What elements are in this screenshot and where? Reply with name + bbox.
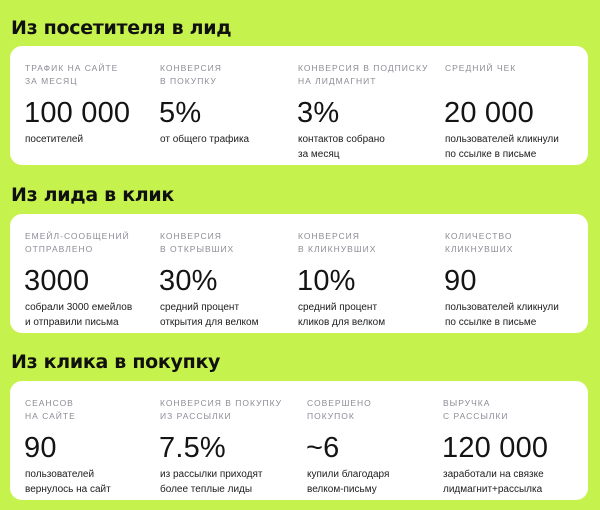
metric-description: средний процент открытия для велком [160,302,259,328]
section-title-visitor-to-lead: Из посетителя в лид [11,17,232,39]
metric-value: 20 000 [444,97,534,129]
section-title-lead-to-click: Из лида в клик [11,184,175,206]
metric-description: пользователей кликнули по ссылке в письме [445,134,559,160]
metric-description: пользователей вернулось на сайт [25,469,111,495]
metric-label: Конверсия в открывших [160,231,235,254]
metric-description: купили благодаря велком-письму [307,469,390,495]
metrics-card-visitor-to-lead: Трафик на сайте за месяц 100 000 посетите… [10,46,588,165]
metric-label: Сеансов на сайте [25,398,76,421]
metric-label: Конверсия в кликнувших [298,231,377,254]
metric-value: 3% [297,97,340,129]
metric-label: Трафик на сайте за месяц [25,63,119,86]
metric-description: собрали 3000 емейлов и отправили письма [25,302,133,328]
metric-value: 10% [297,265,356,297]
metric-label: Совершено покупок [307,398,372,421]
metric-label: Средний чек [445,63,517,73]
metric-label: Количество кликнувших [445,231,514,254]
metric-description: средний процент кликов для велком [298,302,386,328]
metric-value: 120 000 [442,432,549,464]
metric-value: 7.5% [159,432,226,464]
metric-description: контактов собрано за месяц [298,134,385,160]
metrics-card-click-to-purchase: Сеансов на сайте 90 пользователей вернулос… [10,381,588,500]
metric-value: 5% [159,97,202,129]
metric-description: от общего трафика [160,134,250,145]
metric-label: Выручка с рассылки [443,398,509,421]
metric-value: 30% [159,265,218,297]
metric-label: Конверсия в подписку на лидмагнит [298,63,429,86]
metric-label: Конверсия в покупку [160,63,222,86]
section-title-click-to-purchase: Из клика в покупку [11,351,221,373]
metric-description: заработали на связке лидмагнит+рассылка [443,469,544,495]
metric-value: 90 [24,432,57,464]
metric-value: 100 000 [24,97,131,129]
metrics-card-lead-to-click: Емейл-сообщений отправлено 3000 собрали 3… [10,214,588,333]
metric-description: пользователей кликнули по ссылке в письме [445,302,559,328]
metric-value: 90 [444,265,477,297]
metric-description: посетителей [25,134,84,145]
metric-description: из рассылки приходят более теплые лиды [160,469,263,495]
metric-value: ~6 [306,432,340,464]
metric-value: 3000 [24,265,90,297]
metric-label: Конверсия в покупку из рассылки [160,398,283,421]
metric-label: Емейл-сообщений отправлено [25,231,130,254]
